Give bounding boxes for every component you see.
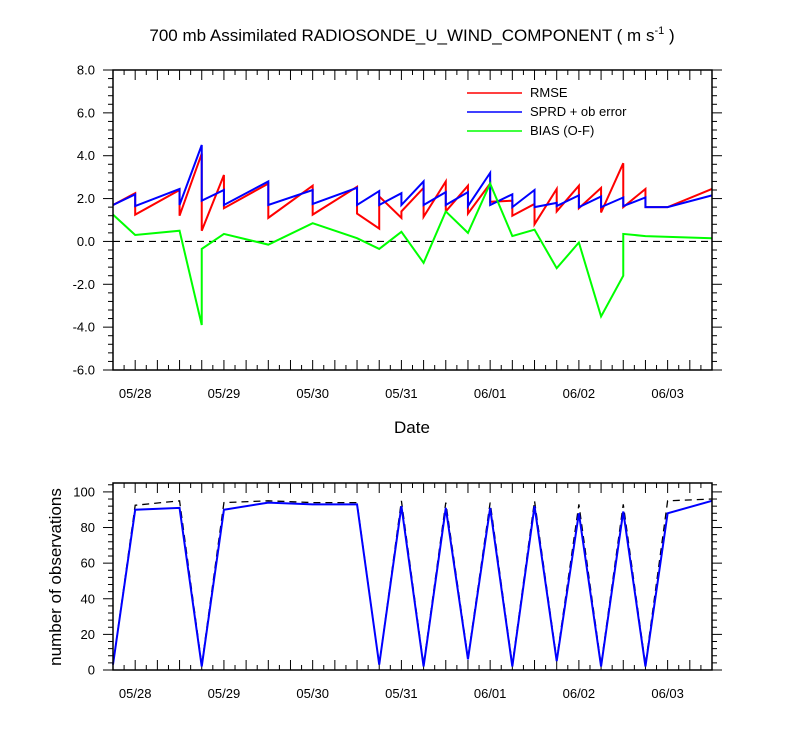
top-y-tick-label: 8.0 — [77, 63, 95, 78]
top-x-tick-label: 06/03 — [651, 386, 684, 401]
top-x-tick-label: 06/02 — [563, 386, 596, 401]
bottom-y-tick-label: 40 — [81, 591, 95, 606]
y-axis-label-observations: number of observations — [46, 488, 65, 666]
chart-title-superscript: -1 — [654, 25, 664, 37]
top-series-line-1 — [112, 144, 713, 210]
top-y-tick-label: 4.0 — [77, 148, 95, 163]
top-chart-ticks — [103, 69, 722, 371]
top-y-tick-label: -6.0 — [73, 363, 95, 378]
bottom-x-tick-label: 05/28 — [119, 686, 152, 701]
bottom-y-tick-label: 20 — [81, 627, 95, 642]
bottom-chart-frame — [112, 482, 713, 671]
top-y-tick-label: 6.0 — [77, 105, 95, 120]
bottom-y-tick-label: 80 — [81, 520, 95, 535]
top-series-line-2 — [112, 181, 713, 326]
top-chart-series — [112, 144, 713, 326]
bottom-x-tick-label: 06/03 — [651, 686, 684, 701]
bottom-x-tick-label: 06/01 — [474, 686, 507, 701]
top-x-tick-label: 05/30 — [296, 386, 329, 401]
chart-title-main: 700 mb Assimilated RADIOSONDE_U_WIND_COM… — [149, 26, 654, 45]
top-chart-frame — [112, 69, 713, 371]
bottom-x-tick-label: 05/30 — [296, 686, 329, 701]
bottom-x-tick-label: 05/31 — [385, 686, 418, 701]
chart-title-end: ) — [664, 26, 674, 45]
top-series-line-0 — [112, 153, 713, 232]
top-x-tick-label: 05/28 — [119, 386, 152, 401]
legend-label-sprd: SPRD + ob error — [530, 104, 627, 119]
top-y-tick-label: 2.0 — [77, 191, 95, 206]
bottom-series-line-1 — [112, 499, 713, 667]
bottom-x-tick-label: 05/29 — [208, 686, 241, 701]
legend: RMSE SPRD + ob error BIAS (O-F) — [467, 85, 627, 138]
top-y-tick-label: -2.0 — [73, 277, 95, 292]
chart-title: 700 mb Assimilated RADIOSONDE_U_WIND_COM… — [149, 25, 674, 45]
legend-label-rmse: RMSE — [530, 85, 568, 100]
top-chart-tick-labels: -6.0 -4.0 -2.0 0.0 2.0 4.0 6.0 8.0 05/28 05/29 05/… — [73, 63, 684, 402]
bottom-chart-series — [112, 498, 713, 667]
x-axis-label: Date — [394, 418, 430, 437]
top-x-tick-label: 05/29 — [208, 386, 241, 401]
top-y-tick-label: 0.0 — [77, 234, 95, 249]
top-x-tick-label: 05/31 — [385, 386, 418, 401]
bottom-y-tick-label: 60 — [81, 556, 95, 571]
bottom-chart-ticks — [103, 483, 722, 671]
bottom-y-tick-label: 0 — [88, 663, 95, 678]
bottom-y-tick-label: 100 — [73, 484, 95, 499]
legend-label-bias: BIAS (O-F) — [530, 123, 594, 138]
top-x-tick-label: 06/01 — [474, 386, 507, 401]
top-y-tick-label: -4.0 — [73, 320, 95, 335]
bottom-chart-tick-labels: 0 20 40 60 80 100 05/28 05/29 05/30 05/31 06/01 06/… — [73, 484, 684, 701]
bottom-x-tick-label: 06/02 — [563, 686, 596, 701]
